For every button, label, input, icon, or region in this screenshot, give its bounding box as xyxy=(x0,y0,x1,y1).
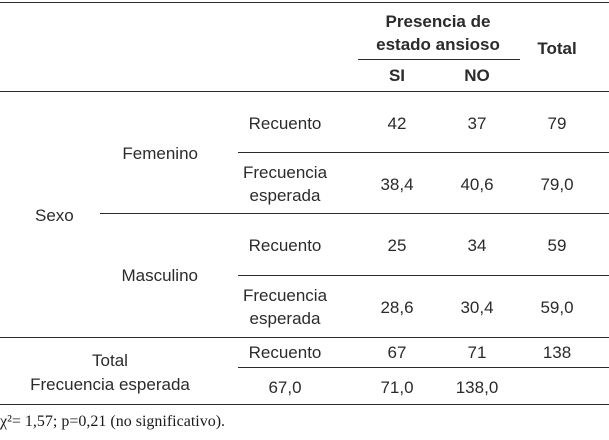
table-bottom-rule xyxy=(0,404,609,405)
totals-label-2: Frecuencia esperada xyxy=(30,375,190,394)
footnote: χ²= 1,57; p=0,21 (no significativo). xyxy=(0,413,226,430)
totals-frecuencia-2: 71,0 xyxy=(380,378,414,397)
totals-frecuencia-3: 138,0 xyxy=(455,378,499,397)
totals-label-1: Total xyxy=(92,351,128,370)
header-col-total: Total xyxy=(537,39,577,58)
femenino-recuento-label: Recuento xyxy=(248,114,322,133)
femenino-label: Femenino xyxy=(122,144,198,163)
femenino-frecuencia-si: 38,4 xyxy=(380,175,414,194)
femenino-frecuencia-label-1: Frecuencia xyxy=(242,163,328,182)
totals-recuento-si: 67 xyxy=(387,343,407,362)
femenino-inner-rule xyxy=(238,152,609,153)
header-bottom-rule xyxy=(0,91,609,92)
group-header-underline xyxy=(358,59,520,60)
masculino-label: Masculino xyxy=(121,266,198,285)
header-group-line1: Presencia de xyxy=(385,12,491,31)
masculino-frecuencia-si: 28,6 xyxy=(380,298,414,317)
row-group-sexo: Sexo xyxy=(35,206,74,225)
totals-recuento-no: 71 xyxy=(467,343,487,362)
masculino-frecuencia-label-2: esperada xyxy=(249,309,321,328)
sexo-divider-rule xyxy=(100,213,609,214)
header-col-si: SI xyxy=(388,66,406,85)
femenino-frecuencia-total: 79,0 xyxy=(540,175,574,194)
totals-recuento-label: Recuento xyxy=(248,343,322,362)
femenino-frecuencia-no: 40,6 xyxy=(460,175,494,194)
masculino-recuento-label: Recuento xyxy=(248,236,322,255)
femenino-recuento-total: 79 xyxy=(547,114,567,133)
totals-frecuencia-1: 67,0 xyxy=(268,378,302,397)
masculino-frecuencia-label-1: Frecuencia xyxy=(242,286,328,305)
femenino-frecuencia-label-2: esperada xyxy=(249,186,321,205)
top-rule xyxy=(0,2,609,3)
masculino-inner-rule xyxy=(238,275,609,276)
femenino-recuento-no: 37 xyxy=(467,114,487,133)
header-col-no: NO xyxy=(464,66,490,85)
masculino-frecuencia-no: 30,4 xyxy=(460,298,494,317)
masculino-recuento-si: 25 xyxy=(387,236,407,255)
masculino-recuento-no: 34 xyxy=(467,236,487,255)
masculino-recuento-total: 59 xyxy=(547,236,567,255)
totals-recuento-total: 138 xyxy=(542,343,572,362)
body-bottom-rule xyxy=(0,337,609,338)
femenino-recuento-si: 42 xyxy=(387,114,407,133)
header-group-line2: estado ansioso xyxy=(376,35,500,54)
totals-inner-rule xyxy=(238,367,609,368)
masculino-frecuencia-total: 59,0 xyxy=(540,298,574,317)
